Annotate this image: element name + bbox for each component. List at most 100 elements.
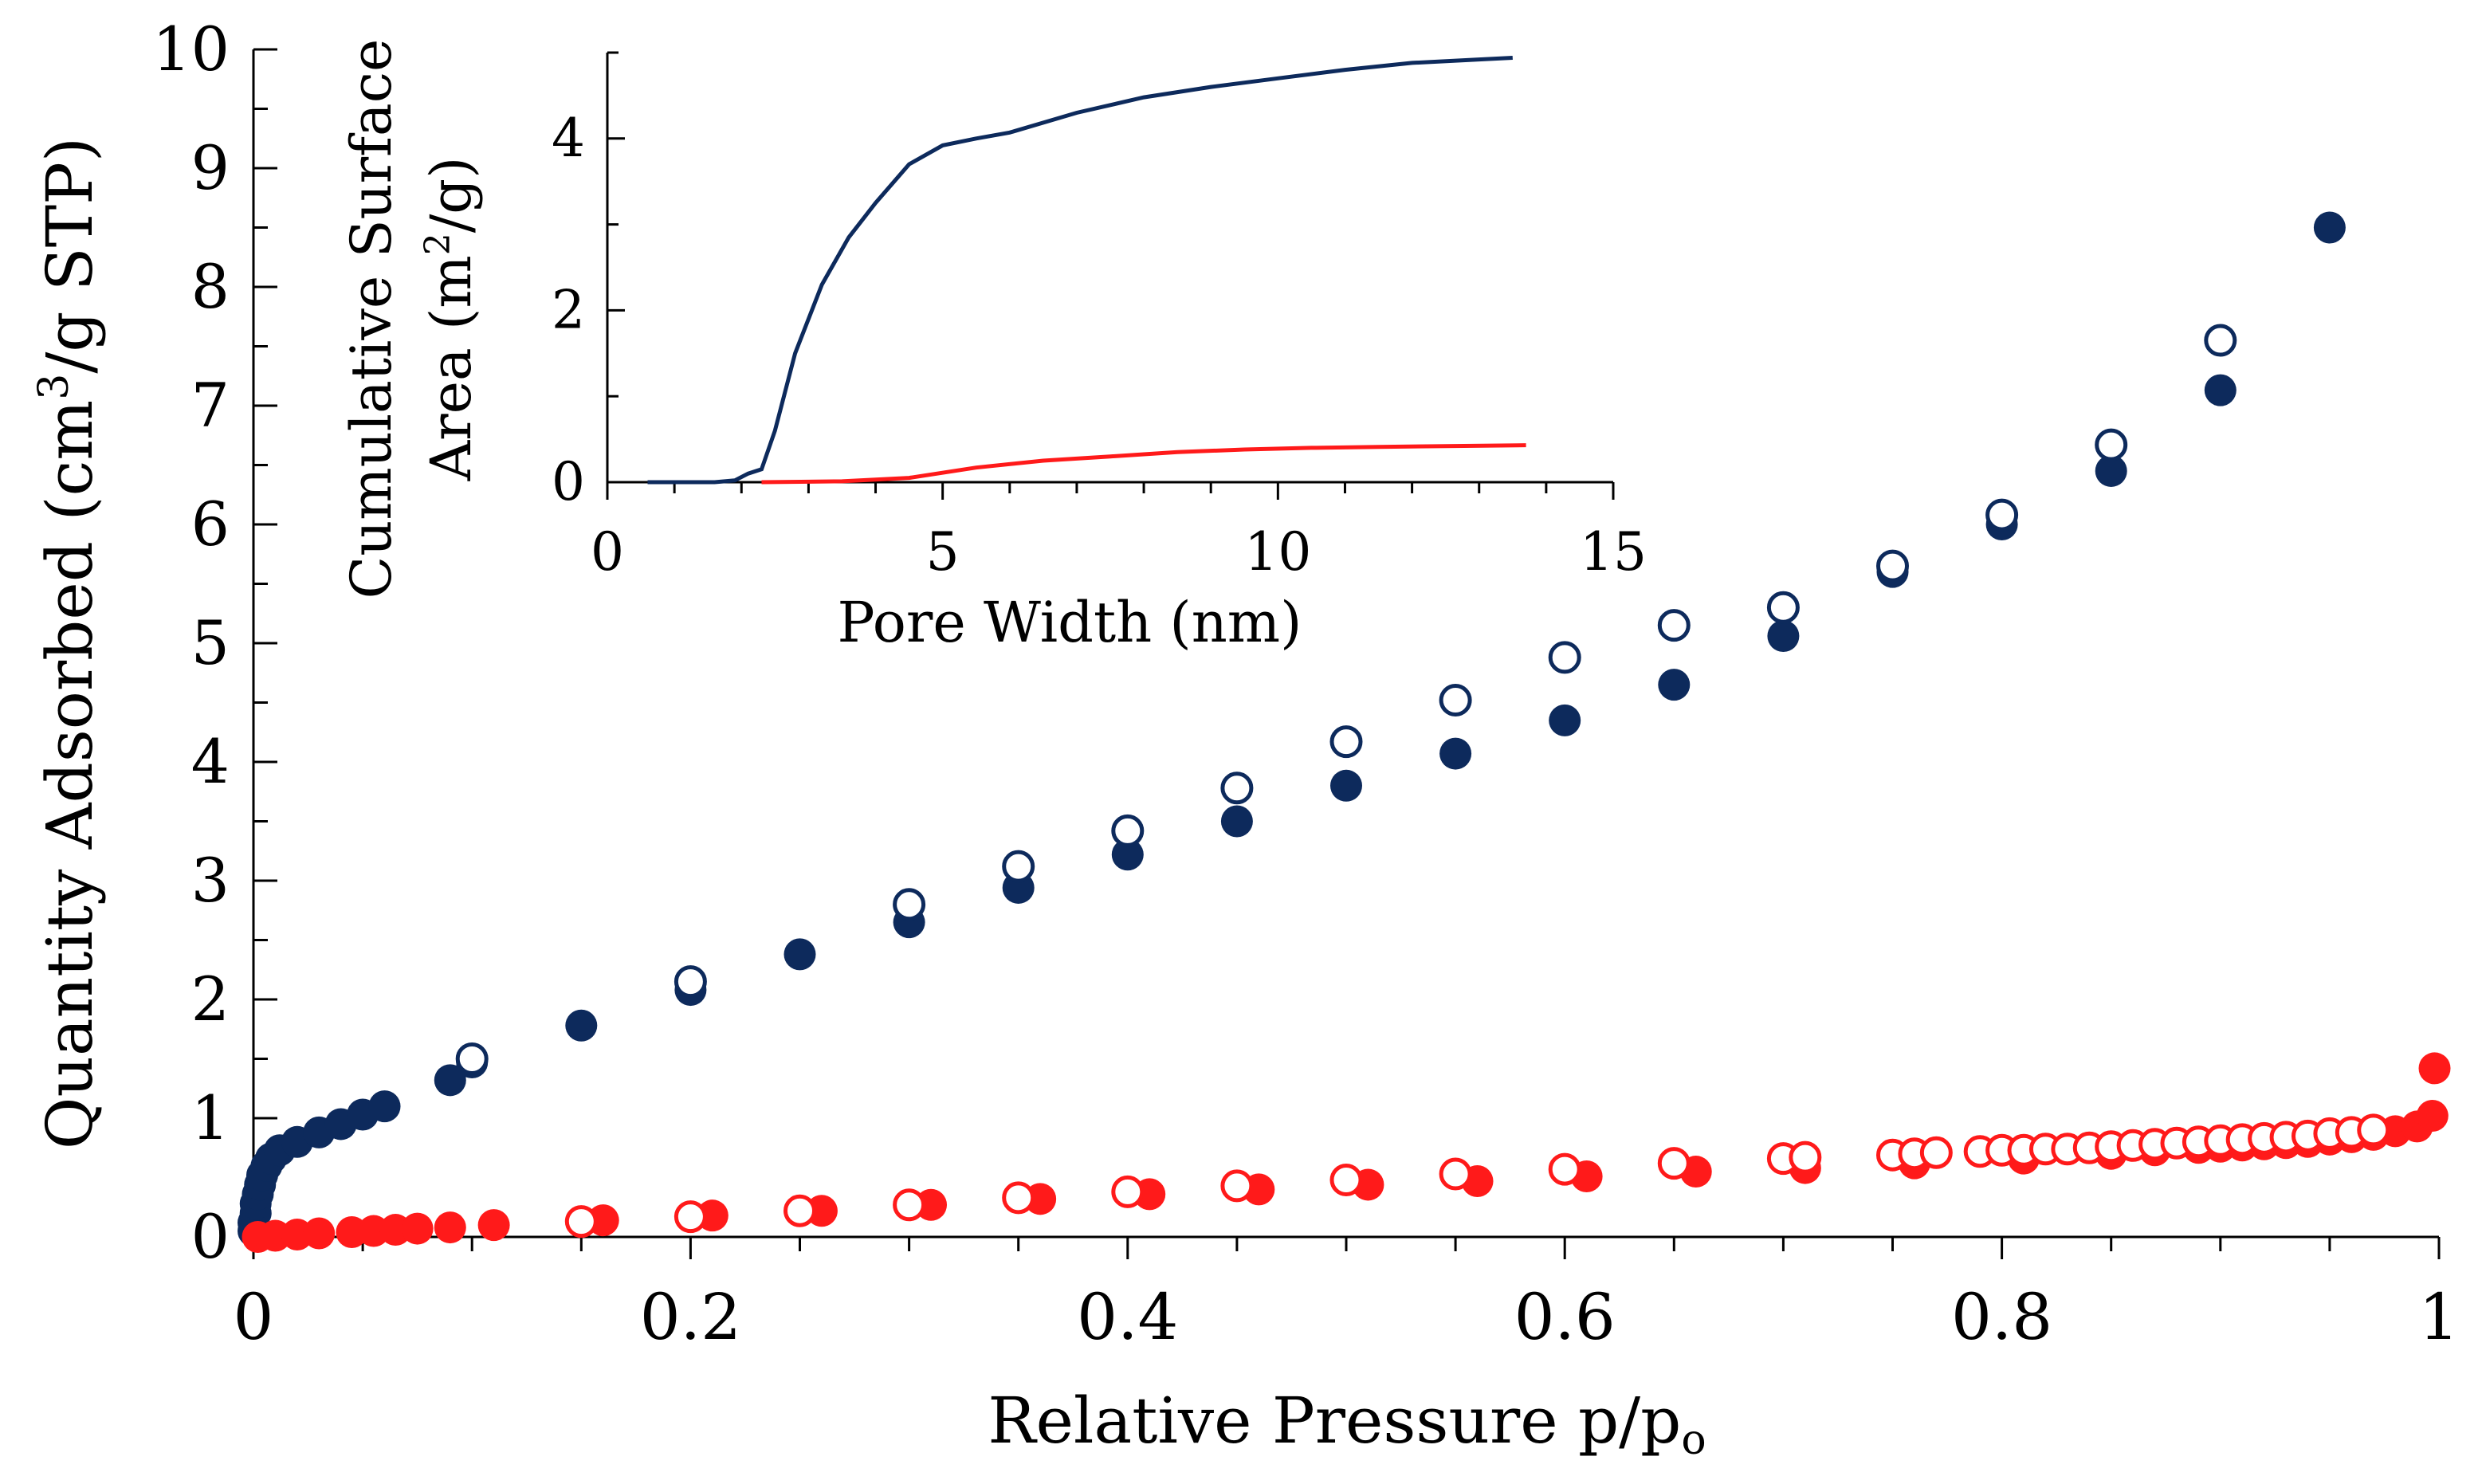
data-point	[2204, 324, 2237, 357]
data-point	[1439, 737, 1472, 770]
inset-y-axis-label-line1: Cumulative Surface	[339, 39, 404, 599]
data-point	[303, 1217, 336, 1250]
data-point	[401, 1212, 434, 1245]
main-x-axis-label-subscript: o	[1681, 1416, 1706, 1464]
data-point	[783, 938, 816, 971]
data-point	[1329, 725, 1363, 759]
inset-series-line-0	[647, 56, 1513, 485]
data-point	[1919, 1136, 1953, 1169]
main-data-points	[238, 211, 2451, 1253]
inset-y-tick-label: 2	[552, 279, 585, 340]
data-point	[1985, 498, 2019, 532]
main-y-tick-label: 8	[191, 251, 230, 322]
inset-y-axis-label-pre: Area (m	[418, 255, 484, 481]
data-point	[1549, 704, 1581, 736]
data-point	[1330, 769, 1362, 802]
main-series-1	[455, 324, 2237, 1075]
inset-y-axis-label-line2: Area (m2/g)	[418, 157, 484, 482]
data-point	[2204, 374, 2237, 406]
main-y-tick-label: 10	[152, 14, 230, 84]
data-point	[1329, 1163, 1363, 1196]
data-point	[1111, 814, 1145, 847]
main-series-0	[238, 211, 2346, 1247]
data-point	[674, 965, 707, 999]
data-point	[783, 1194, 816, 1227]
main-y-tick-label: 7	[191, 370, 230, 441]
data-point	[477, 1209, 510, 1242]
inset-tick-labels: 0 5 10 15 0 2 4	[552, 108, 1647, 583]
data-point	[1657, 1147, 1691, 1180]
data-point	[1876, 549, 1909, 583]
inset-data-lines	[647, 56, 1526, 485]
main-y-axis-label-pre: Quantity Adsorbed (cm	[33, 400, 107, 1149]
data-point	[2095, 454, 2127, 487]
main-y-tick-label: 2	[191, 964, 230, 1034]
data-point	[1002, 850, 1035, 883]
inset-ticks	[606, 51, 1615, 500]
main-y-tick-label: 1	[191, 1082, 230, 1153]
data-point	[1111, 838, 1144, 871]
data-point	[2357, 1113, 2390, 1147]
data-point	[893, 888, 926, 921]
data-point	[1220, 1169, 1254, 1203]
inset-y-axis-label-post: /g)	[418, 157, 484, 234]
inset-pore-chart: 0 5 10 15 0 2 4 Pore Width (nm) Cumulative Sur…	[339, 39, 1647, 655]
main-x-tick-label: 0.6	[1514, 1280, 1616, 1354]
inset-y-tick-label: 4	[552, 108, 585, 169]
main-y-tick-label: 9	[191, 132, 230, 203]
main-x-tick-label: 0.8	[1951, 1280, 2052, 1354]
main-y-tick-label: 3	[191, 845, 230, 916]
main-x-tick-label: 0.2	[640, 1280, 741, 1354]
data-point	[565, 1009, 598, 1042]
data-point	[2095, 428, 2128, 461]
main-y-tick-label: 0	[191, 1201, 230, 1272]
main-x-tick-label: 0	[234, 1280, 274, 1354]
inset-x-tick-label: 0	[591, 521, 624, 583]
main-y-axis-label-post: /g STP)	[33, 137, 107, 374]
data-point	[1220, 771, 1254, 805]
data-point	[1657, 609, 1691, 642]
inset-series-line-1	[761, 443, 1526, 485]
data-point	[434, 1064, 466, 1097]
data-point	[1548, 1152, 1581, 1186]
main-x-tick-label: 0.4	[1077, 1280, 1178, 1354]
inset-y-axis-label-superscript: 2	[418, 233, 458, 255]
main-ticks	[252, 48, 2441, 1259]
inset-x-axis-label: Pore Width (nm)	[837, 590, 1302, 655]
data-point	[893, 1188, 926, 1222]
data-point	[2418, 1052, 2451, 1085]
data-point	[674, 1200, 707, 1234]
main-x-axis-label-text: Relative Pressure p/p	[988, 1384, 1681, 1458]
data-point	[368, 1090, 401, 1123]
data-point	[1658, 669, 1691, 701]
inset-y-tick-label: 0	[552, 451, 585, 512]
inset-x-tick-label: 5	[926, 521, 960, 583]
data-point	[1439, 1157, 1472, 1191]
main-y-axis-label: Quantity Adsorbed (cm3/g STP)	[30, 137, 107, 1149]
data-point	[1220, 805, 1253, 838]
main-y-tick-label: 4	[191, 726, 230, 797]
main-x-tick-label: 1	[2419, 1280, 2460, 1354]
data-point	[2416, 1100, 2449, 1133]
data-point	[1439, 684, 1472, 717]
main-y-tick-label: 6	[191, 489, 230, 559]
main-y-tick-label: 5	[191, 607, 230, 678]
inset-x-tick-label: 10	[1244, 521, 1311, 583]
data-point	[1548, 641, 1581, 674]
data-point	[1766, 591, 1800, 624]
data-point	[1767, 620, 1800, 653]
data-point	[434, 1211, 466, 1244]
main-y-axis-label-superscript: 3	[30, 374, 78, 400]
data-point	[455, 1042, 489, 1075]
data-point	[564, 1205, 598, 1239]
inset-x-tick-label: 15	[1580, 521, 1647, 583]
main-x-axis-label: Relative Pressure p/po	[988, 1384, 1706, 1464]
data-point	[1002, 1181, 1035, 1215]
data-point	[1111, 1175, 1145, 1208]
main-series-3	[564, 1113, 2390, 1239]
data-point	[2313, 211, 2346, 244]
data-point	[1789, 1140, 1822, 1174]
